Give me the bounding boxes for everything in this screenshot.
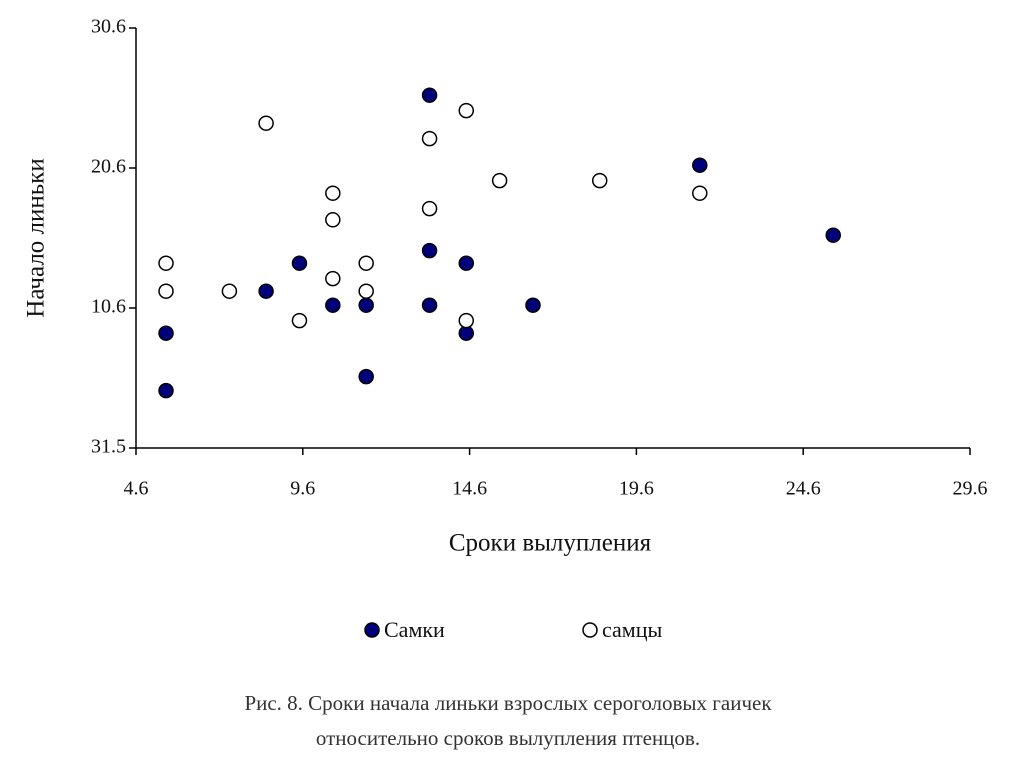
x-axis-title: Сроки вылупления xyxy=(449,530,652,557)
point xyxy=(421,87,438,103)
point xyxy=(421,200,438,217)
point xyxy=(291,312,308,329)
y-axis-title: Начало линьки xyxy=(23,158,50,317)
point xyxy=(158,325,174,341)
point xyxy=(358,297,374,313)
point xyxy=(325,185,341,201)
caption-line: относительно сроков вылупления птенцов. xyxy=(316,726,700,750)
legend-label: Самки xyxy=(384,617,445,642)
point xyxy=(421,297,438,313)
point xyxy=(458,255,475,271)
point xyxy=(291,255,308,271)
x-tick-label: 24.6 xyxy=(786,478,821,500)
x-tick-label: 9.6 xyxy=(290,478,315,500)
point xyxy=(421,130,438,147)
x-tick-label: 19.6 xyxy=(619,478,654,500)
y-tick-label: 10.6 xyxy=(91,296,126,318)
point xyxy=(258,283,274,299)
y-tick-label: 30.6 xyxy=(91,16,126,38)
point xyxy=(491,172,508,189)
point xyxy=(158,283,174,299)
legend-marker xyxy=(364,622,380,638)
point xyxy=(358,255,374,271)
point xyxy=(221,283,238,299)
point xyxy=(258,115,274,131)
x-tick-label: 14.6 xyxy=(452,478,487,500)
point xyxy=(358,368,374,385)
point xyxy=(458,312,475,329)
point xyxy=(421,242,438,259)
x-tick-label: 29.6 xyxy=(953,478,988,500)
legend-label: самцы xyxy=(602,617,662,642)
legend-marker xyxy=(582,622,598,638)
point xyxy=(825,227,841,243)
point xyxy=(458,102,475,119)
point xyxy=(525,297,541,313)
caption-line: Рис. 8. Сроки начала линьки взрослых сер… xyxy=(244,691,772,715)
x-tick-label: 4.6 xyxy=(124,478,149,500)
point xyxy=(692,185,708,201)
point xyxy=(692,157,708,173)
point xyxy=(325,297,341,313)
y-tick-label: 20.6 xyxy=(91,156,126,178)
point xyxy=(325,212,341,228)
y-tick-label: 31.5 xyxy=(91,436,126,458)
point xyxy=(158,255,174,271)
point xyxy=(325,270,341,287)
point xyxy=(591,172,608,189)
point xyxy=(358,283,374,299)
point xyxy=(158,382,174,399)
